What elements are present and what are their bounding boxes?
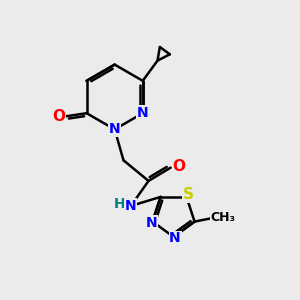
Text: N: N: [169, 231, 181, 245]
Text: S: S: [182, 187, 194, 202]
Text: CH₃: CH₃: [210, 211, 235, 224]
Text: O: O: [53, 109, 66, 124]
Text: N: N: [125, 199, 137, 213]
Text: O: O: [172, 159, 185, 174]
Text: H: H: [114, 197, 125, 212]
Text: N: N: [137, 106, 148, 120]
Text: N: N: [109, 122, 121, 136]
Text: N: N: [145, 216, 157, 230]
